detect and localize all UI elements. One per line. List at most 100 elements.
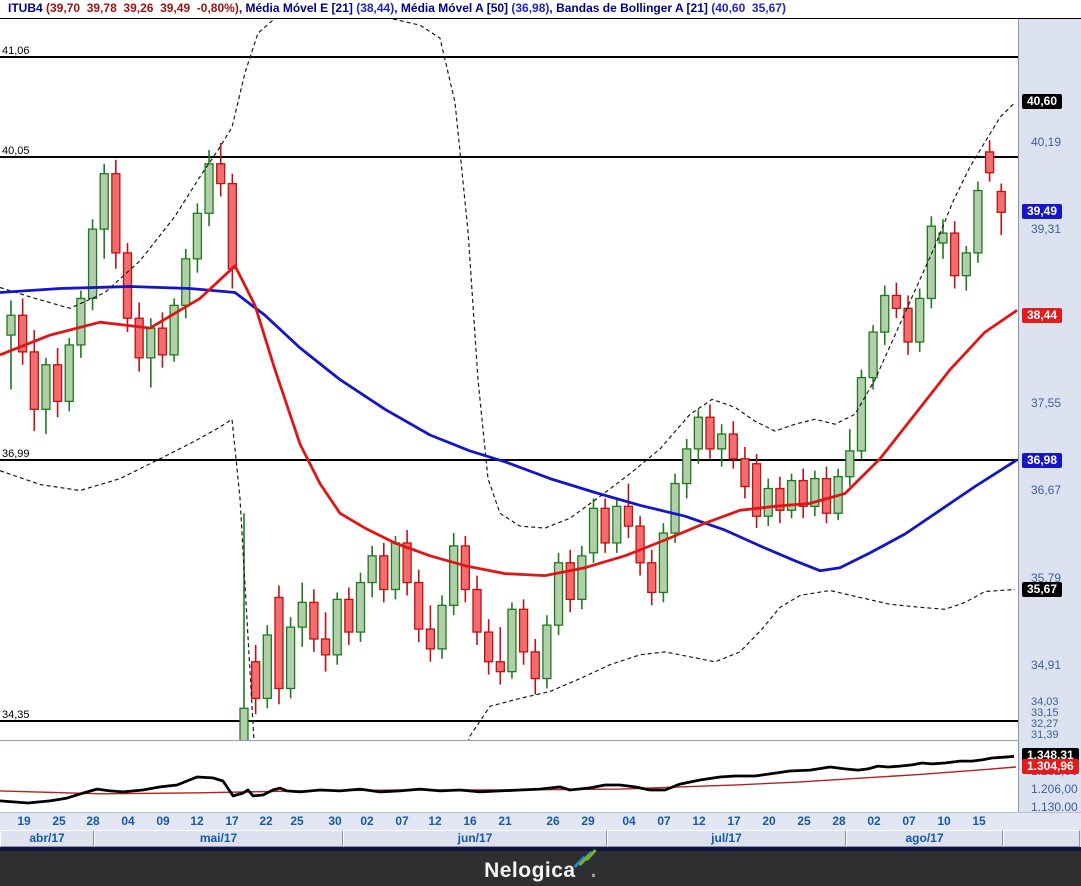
month-segment[interactable] [1003, 830, 1080, 847]
brand-name: Nelogica [484, 859, 576, 882]
day-tick-label: 07 [395, 814, 409, 828]
header-segment: Média Móvel A [50] [400, 1, 512, 15]
support-resistance-line: 40,05 [0, 145, 1018, 158]
candle [751, 453, 762, 529]
candle [705, 404, 715, 459]
candle [449, 533, 459, 616]
candle [262, 625, 272, 709]
price-chart-panel[interactable]: 41,06 40,05 36,99 34,35 [0, 19, 1018, 742]
candle [600, 498, 610, 553]
day-tick-label: 25 [52, 814, 66, 828]
candle [926, 216, 936, 309]
day-tick-label: 12 [190, 814, 204, 828]
candle [87, 219, 98, 311]
header-segment: ITUB4 [8, 1, 47, 15]
header-segment: , [394, 1, 401, 15]
svg-text:36,99: 36,99 [2, 448, 30, 460]
candle [134, 302, 144, 372]
candle [518, 599, 529, 665]
price-tick: 35,79 [1031, 571, 1062, 585]
obv-tick: 1.206,00 [1031, 782, 1078, 796]
day-tick-label: 26 [546, 814, 560, 828]
candle [915, 288, 925, 352]
obv-value-badge: 1.304,96 [1022, 759, 1079, 774]
candle [41, 357, 51, 435]
price-tick: 37,55 [1031, 396, 1062, 410]
day-tick-label: 21 [498, 814, 512, 828]
candle [414, 569, 424, 642]
obv-panel[interactable] [0, 742, 1018, 812]
candle [52, 347, 63, 418]
day-tick-label: 25 [290, 814, 304, 828]
candle [344, 587, 354, 645]
date-axis[interactable]: 19 25 28 04 09 12 17 22 25 30 02 07 12 16 21 26 29 04 07 12… [0, 812, 1081, 831]
header-segment: Média Móvel E [21] [245, 1, 357, 15]
lightning-bolt-icon [572, 848, 598, 870]
candle [693, 409, 703, 464]
day-tick-label: 10 [937, 814, 951, 828]
candle [297, 582, 307, 647]
candle [64, 338, 74, 412]
day-tick-label: 17 [225, 814, 239, 828]
day-tick-label: 25 [797, 814, 811, 828]
candle [472, 575, 482, 645]
candle [717, 424, 727, 467]
support-resistance-line: 34,35 [0, 709, 1018, 722]
candle [355, 572, 366, 642]
day-tick-label: 15 [972, 814, 986, 828]
day-tick-label: 28 [832, 814, 846, 828]
bollinger-upper-badge: 40,60 [1022, 94, 1063, 109]
svg-text:34,35: 34,35 [2, 709, 30, 721]
price-tick: 34,91 [1031, 658, 1062, 672]
obv-canvas-svg [0, 755, 1017, 805]
bollinger-upper-band [0, 19, 1016, 529]
obv-tick: 1.130.00 [1031, 800, 1078, 814]
status-strip [0, 847, 1081, 851]
price-tick-compressed: 31,39 [1031, 729, 1059, 741]
candle [402, 530, 412, 596]
candle [309, 589, 319, 652]
month-segment[interactable]: jul/17 [607, 830, 846, 847]
day-tick-label: 12 [428, 814, 442, 828]
day-tick-label: 07 [657, 814, 671, 828]
day-tick-label: 02 [360, 814, 374, 828]
price-scale[interactable]: 40,19 39,31 37,55 36,67 35,79 34,91 34,03 33,15… [1018, 19, 1081, 814]
candle [635, 516, 645, 576]
candle [553, 552, 564, 636]
ema21-line [0, 264, 1018, 577]
month-axis[interactable]: abr/17 mai/17 jun/17 jul/17 ago/17 [0, 830, 1081, 847]
month-segment[interactable]: jun/17 [343, 830, 607, 847]
candle [682, 439, 692, 499]
candle [821, 466, 832, 524]
candle [658, 523, 669, 603]
candle [379, 542, 389, 603]
day-tick-label: 19 [17, 814, 31, 828]
candle [577, 545, 587, 610]
candle [775, 476, 785, 524]
sma50-line [0, 285, 1018, 573]
candle [868, 325, 878, 390]
candle [507, 602, 517, 679]
month-segment[interactable]: mai/17 [94, 830, 343, 847]
month-segment[interactable]: ago/17 [846, 830, 1003, 847]
candle [950, 221, 960, 289]
candle [495, 627, 505, 685]
bollinger-lower-badge: 35,67 [1022, 582, 1063, 597]
candle [647, 549, 657, 606]
candle [320, 612, 331, 672]
candle [250, 644, 261, 715]
month-segment[interactable]: abr/17 [0, 830, 94, 847]
candle [891, 282, 902, 319]
candle [530, 638, 540, 695]
candle [76, 290, 86, 358]
candle [425, 605, 436, 662]
last-price-badge: 39,49 [1022, 204, 1063, 219]
header-segment: (39,70 39,78 39,26 39,49 -0,80%) [46, 1, 239, 15]
obv-line [0, 755, 1015, 805]
candle [216, 143, 226, 197]
day-tick-label: 29 [581, 814, 595, 828]
day-tick-label: 04 [121, 814, 135, 828]
candle [973, 181, 983, 263]
candle [17, 298, 28, 365]
